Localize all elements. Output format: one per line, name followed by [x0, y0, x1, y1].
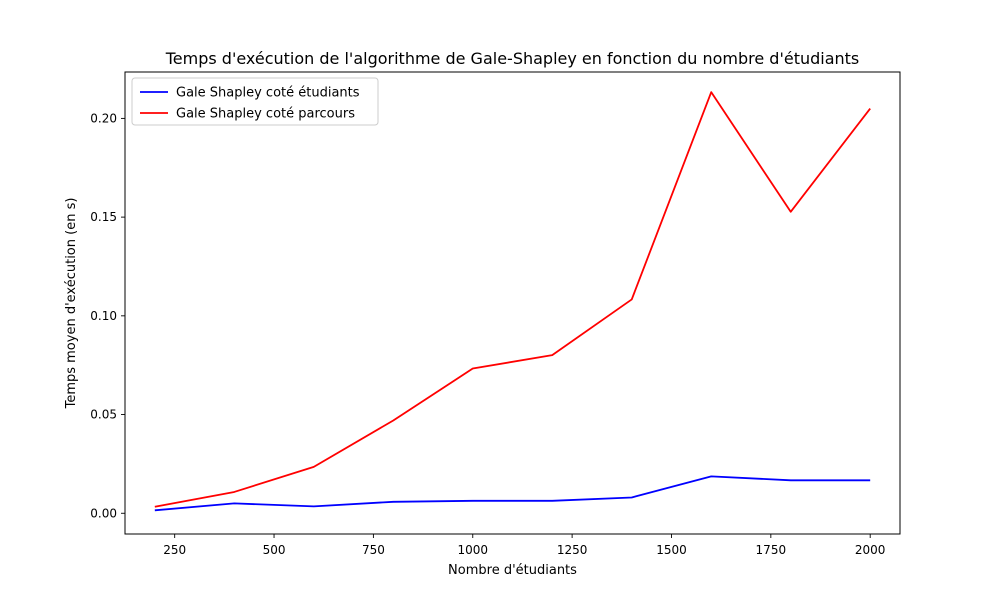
x-axis: 250 500 750 1000 1250 1500 1750 2000 [163, 534, 885, 557]
x-tick-label: 1000 [457, 543, 488, 557]
x-tick-label: 1750 [756, 543, 787, 557]
y-tick-label: 0.10 [90, 309, 117, 323]
y-axis-label: Temps moyen d'exécution (en s) [64, 198, 79, 410]
plot-frame [124, 71, 901, 535]
plot-area [124, 71, 901, 535]
y-tick-label: 0.00 [90, 506, 117, 520]
legend-label-2: Gale Shapley coté parcours [176, 107, 355, 122]
x-tick-label: 500 [263, 543, 286, 557]
x-tick-label: 250 [163, 543, 186, 557]
legend-box [131, 77, 379, 126]
chart-title: Temps d'exécution de l'algorithme de Gal… [165, 49, 860, 68]
series-line-1 [154, 475, 871, 512]
y-tick-label: 0.20 [90, 111, 117, 125]
y-axis: 0.00 0.05 0.10 0.15 0.20 [90, 111, 125, 520]
y-tick-label: 0.15 [90, 210, 117, 224]
y-tick-label: 0.05 [90, 408, 117, 422]
series-line-2 [154, 91, 871, 508]
x-axis-label: Nombre d'étudiants [448, 563, 577, 578]
legend-label-1: Gale Shapley coté étudiants [176, 86, 360, 101]
legend: Gale Shapley coté étudiants Gale Shapley … [131, 77, 379, 126]
x-tick-label: 1250 [557, 543, 588, 557]
x-tick-label: 2000 [855, 543, 886, 557]
x-tick-label: 750 [362, 543, 385, 557]
x-tick-label: 1500 [656, 543, 687, 557]
